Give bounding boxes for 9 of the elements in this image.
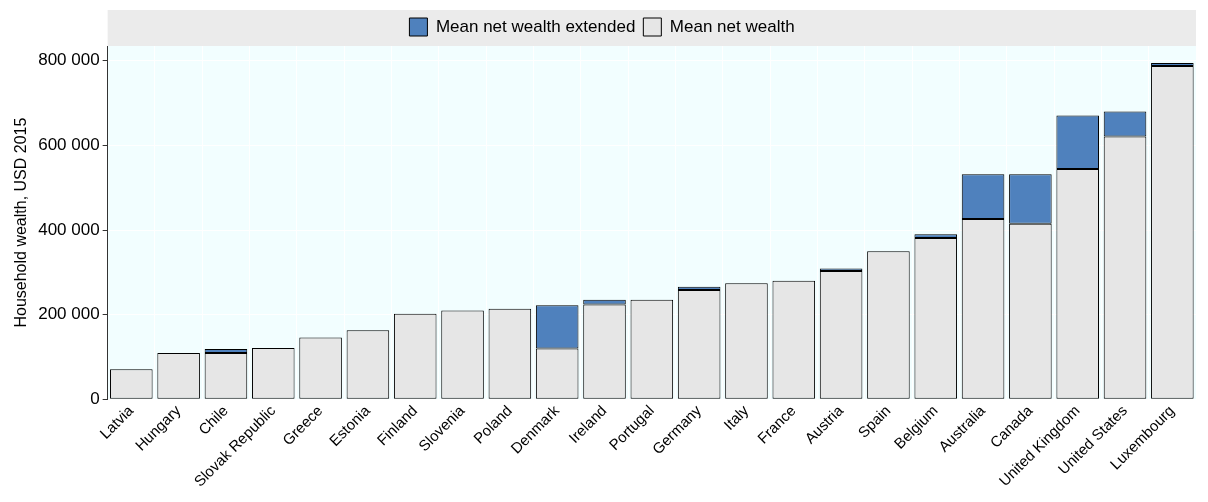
y-tick-label: 400 000 <box>38 219 100 239</box>
y-tick-label: 600 000 <box>38 135 100 155</box>
y-tick-label: 200 000 <box>38 304 100 324</box>
legend-label: Mean net wealth extended <box>435 16 636 36</box>
x-tick-label: Italy <box>720 401 752 434</box>
y-tick-label: 800 000 <box>38 50 100 70</box>
legend-label: Mean net wealth <box>669 16 795 36</box>
y-axis-title: Household wealth, USD 2015 <box>12 117 30 328</box>
y-tick-label: 0 <box>90 388 100 408</box>
